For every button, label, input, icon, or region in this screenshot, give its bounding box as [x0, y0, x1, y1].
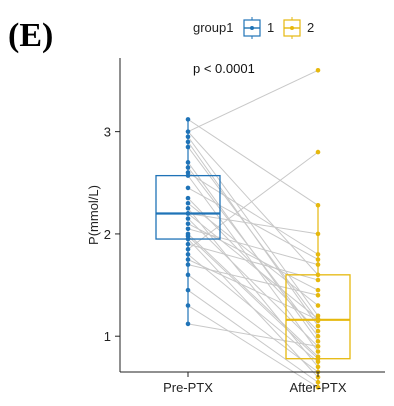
pair-line	[187, 218, 319, 347]
data-point	[315, 374, 321, 380]
plot-area	[155, 67, 351, 390]
data-point	[315, 317, 321, 323]
pair-line	[187, 151, 319, 250]
data-point	[315, 257, 321, 262]
outlier-point	[315, 67, 321, 73]
legend: group1 1 2	[193, 17, 314, 39]
data-point	[185, 185, 191, 191]
data-point	[185, 173, 191, 178]
data-point	[185, 144, 191, 150]
data-point	[185, 221, 191, 226]
data-point	[315, 303, 321, 308]
pair-line	[187, 167, 319, 337]
data-point	[315, 262, 321, 267]
pair-line	[187, 202, 319, 306]
data-point	[315, 202, 321, 208]
pair-line	[187, 136, 319, 317]
data-point	[315, 277, 321, 283]
data-point	[185, 117, 191, 122]
data-point	[185, 200, 191, 206]
legend-title: group1	[193, 20, 233, 35]
data-point	[315, 231, 321, 237]
data-point	[315, 385, 321, 390]
data-point	[185, 262, 191, 267]
data-point	[315, 149, 321, 155]
data-point	[185, 303, 191, 308]
data-point	[315, 252, 321, 257]
panel-label: (E)	[8, 17, 53, 54]
data-point	[185, 272, 191, 278]
data-point	[185, 206, 191, 211]
data-point	[315, 339, 321, 344]
pair-line	[187, 228, 319, 266]
pair-line	[187, 175, 319, 352]
data-point	[185, 195, 191, 201]
data-point	[185, 321, 191, 327]
legend-key-1	[243, 17, 261, 39]
data-point	[315, 292, 321, 298]
pair-line	[187, 289, 319, 383]
pair-line	[187, 305, 319, 388]
pair-line	[187, 233, 319, 358]
data-point	[185, 139, 191, 145]
legend-label-2: 2	[307, 20, 314, 35]
data-point	[315, 344, 321, 349]
pair-line	[187, 274, 319, 373]
data-point	[185, 165, 191, 170]
data-point	[315, 333, 321, 339]
pair-line	[187, 118, 319, 206]
pair-line	[187, 131, 319, 276]
pair-line	[187, 243, 319, 281]
data-point	[315, 364, 321, 370]
data-point	[315, 349, 321, 354]
x-axis-ticks: Pre-PTX After-PTX	[163, 372, 347, 395]
data-point	[315, 379, 321, 385]
data-point	[185, 134, 191, 140]
data-point	[185, 252, 191, 257]
data-point	[185, 287, 191, 293]
pair-line	[187, 172, 319, 255]
pair-line	[187, 323, 319, 347]
y-tick-label: 2	[104, 227, 111, 242]
data-point	[185, 257, 191, 262]
data-point	[315, 328, 321, 334]
x-tick-label: After-PTX	[289, 380, 346, 395]
y-tick-label: 3	[104, 125, 111, 140]
pair-line	[187, 69, 319, 133]
data-point	[185, 226, 191, 232]
legend-key-2	[283, 17, 301, 39]
data-point	[315, 323, 321, 329]
data-point	[185, 216, 191, 221]
y-axis-ticks: 1 2 3	[104, 125, 120, 344]
data-point	[185, 246, 191, 252]
x-tick-label: Pre-PTX	[163, 380, 213, 395]
p-value-annotation: p < 0.0001	[193, 61, 255, 76]
data-point	[185, 129, 191, 134]
data-point	[185, 211, 191, 216]
data-point	[315, 287, 321, 293]
y-tick-label: 1	[104, 329, 111, 344]
data-point	[185, 241, 191, 247]
pair-line	[187, 235, 319, 360]
pair-line	[187, 213, 319, 320]
data-point	[185, 236, 191, 242]
pair-line	[187, 253, 319, 363]
data-point	[315, 359, 321, 365]
data-point	[185, 160, 191, 165]
legend-label-1: 1	[267, 20, 274, 35]
pair-line	[187, 212, 319, 235]
y-axis-title: P(mmol/L)	[86, 185, 101, 245]
data-point	[315, 272, 321, 278]
pair-line	[187, 264, 319, 296]
